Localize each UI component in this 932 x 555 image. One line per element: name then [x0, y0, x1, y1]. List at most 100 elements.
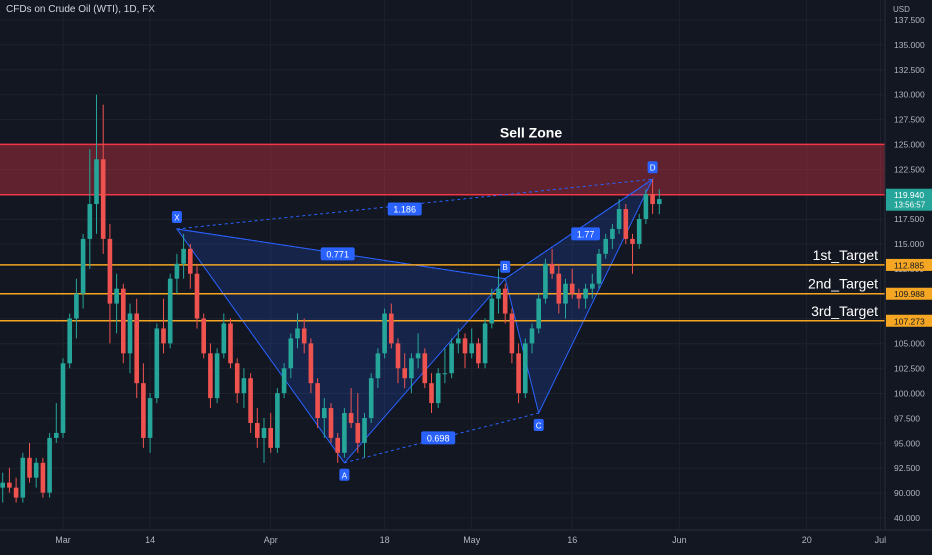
candle-body[interactable]	[248, 378, 253, 423]
candle-body[interactable]	[67, 318, 72, 364]
candle-body[interactable]	[141, 383, 146, 438]
candle-body[interactable]	[114, 288, 119, 304]
candle-body[interactable]	[127, 313, 133, 354]
candle-body[interactable]	[442, 373, 448, 375]
candle-body[interactable]	[456, 338, 461, 344]
candle-body[interactable]	[201, 318, 206, 354]
candle-body[interactable]	[33, 462, 39, 478]
candle-body[interactable]	[489, 298, 495, 324]
candle-body[interactable]	[80, 238, 86, 294]
candle-body[interactable]	[107, 238, 113, 304]
candle-body[interactable]	[214, 353, 220, 399]
candle-body[interactable]	[362, 418, 367, 443]
candle-body[interactable]	[509, 313, 515, 354]
candle-body[interactable]	[435, 373, 441, 404]
candle-body[interactable]	[94, 159, 99, 205]
candle-body[interactable]	[335, 437, 340, 453]
candle-body[interactable]	[60, 363, 66, 433]
candle-body[interactable]	[181, 248, 186, 264]
candle-body[interactable]	[616, 209, 622, 229]
candle-body[interactable]	[402, 368, 407, 379]
candle-body[interactable]	[154, 328, 160, 399]
candle-body[interactable]	[482, 323, 488, 364]
candle-body[interactable]	[657, 199, 662, 205]
candle-body[interactable]	[549, 263, 555, 274]
candle-body[interactable]	[275, 393, 280, 448]
candle-body[interactable]	[529, 328, 535, 344]
candle-body[interactable]	[516, 353, 521, 394]
candle-body[interactable]	[295, 328, 300, 339]
candle-body[interactable]	[328, 408, 334, 438]
candle-body[interactable]	[476, 343, 481, 364]
candle-body[interactable]	[650, 194, 655, 205]
candle-body[interactable]	[342, 413, 347, 453]
candle-body[interactable]	[188, 248, 193, 274]
candle-body[interactable]	[13, 487, 19, 498]
candle-body[interactable]	[174, 263, 180, 279]
candle-body[interactable]	[596, 253, 602, 284]
candle-body[interactable]	[134, 313, 139, 384]
candle-body[interactable]	[643, 194, 649, 219]
candle-body[interactable]	[241, 378, 247, 394]
candle-body[interactable]	[234, 363, 240, 394]
candle-body[interactable]	[167, 278, 173, 344]
candle-body[interactable]	[636, 219, 642, 244]
candle-body[interactable]	[74, 293, 79, 319]
candle-body[interactable]	[261, 427, 267, 438]
candle-body[interactable]	[543, 263, 548, 299]
candle-body[interactable]	[603, 238, 608, 254]
candle-body[interactable]	[27, 457, 32, 478]
candle-body[interactable]	[121, 288, 126, 354]
candle-body[interactable]	[368, 378, 374, 418]
candle-body[interactable]	[288, 338, 294, 369]
candle-body[interactable]	[268, 427, 273, 448]
candle-body[interactable]	[395, 343, 401, 369]
candle-body[interactable]	[536, 298, 541, 329]
candle-body[interactable]	[409, 358, 414, 379]
candle-body[interactable]	[228, 323, 233, 364]
candle-body[interactable]	[429, 383, 434, 404]
candle-body[interactable]	[47, 437, 52, 493]
candle-body[interactable]	[54, 432, 59, 438]
candle-body[interactable]	[87, 204, 93, 239]
candle-body[interactable]	[382, 313, 387, 354]
candle-body[interactable]	[563, 283, 568, 304]
candle-body[interactable]	[208, 353, 213, 399]
candle-body[interactable]	[355, 422, 361, 443]
candle-body[interactable]	[623, 209, 629, 239]
candle-body[interactable]	[389, 313, 394, 344]
candle-body[interactable]	[449, 343, 454, 374]
candle-body[interactable]	[502, 288, 508, 314]
candle-body[interactable]	[422, 353, 428, 384]
candle-body[interactable]	[100, 159, 106, 239]
candle-body[interactable]	[0, 482, 5, 488]
candle-body[interactable]	[255, 422, 260, 438]
candle-body[interactable]	[7, 482, 12, 488]
candle-body[interactable]	[147, 398, 153, 438]
candle-body[interactable]	[301, 328, 307, 344]
candle-body[interactable]	[610, 228, 615, 239]
candle-body[interactable]	[415, 353, 421, 359]
candle-body[interactable]	[221, 323, 227, 354]
candle-body[interactable]	[194, 273, 200, 319]
candle-body[interactable]	[583, 288, 588, 299]
candle-body[interactable]	[462, 338, 468, 354]
candle-body[interactable]	[322, 408, 327, 418]
candle-body[interactable]	[523, 343, 528, 394]
candle-body[interactable]	[161, 328, 166, 344]
candle-body[interactable]	[315, 383, 320, 418]
candle-body[interactable]	[496, 288, 501, 299]
candle-body[interactable]	[630, 238, 635, 244]
candle-body[interactable]	[375, 353, 381, 379]
candle-body[interactable]	[348, 413, 354, 423]
candle-body[interactable]	[20, 457, 26, 498]
candle-body[interactable]	[308, 343, 314, 384]
candle-body[interactable]	[40, 462, 46, 493]
candle-body[interactable]	[590, 283, 595, 289]
candle-body[interactable]	[556, 273, 562, 304]
candle-body[interactable]	[576, 293, 582, 299]
candle-body[interactable]	[281, 368, 287, 394]
candle-body[interactable]	[469, 343, 474, 354]
